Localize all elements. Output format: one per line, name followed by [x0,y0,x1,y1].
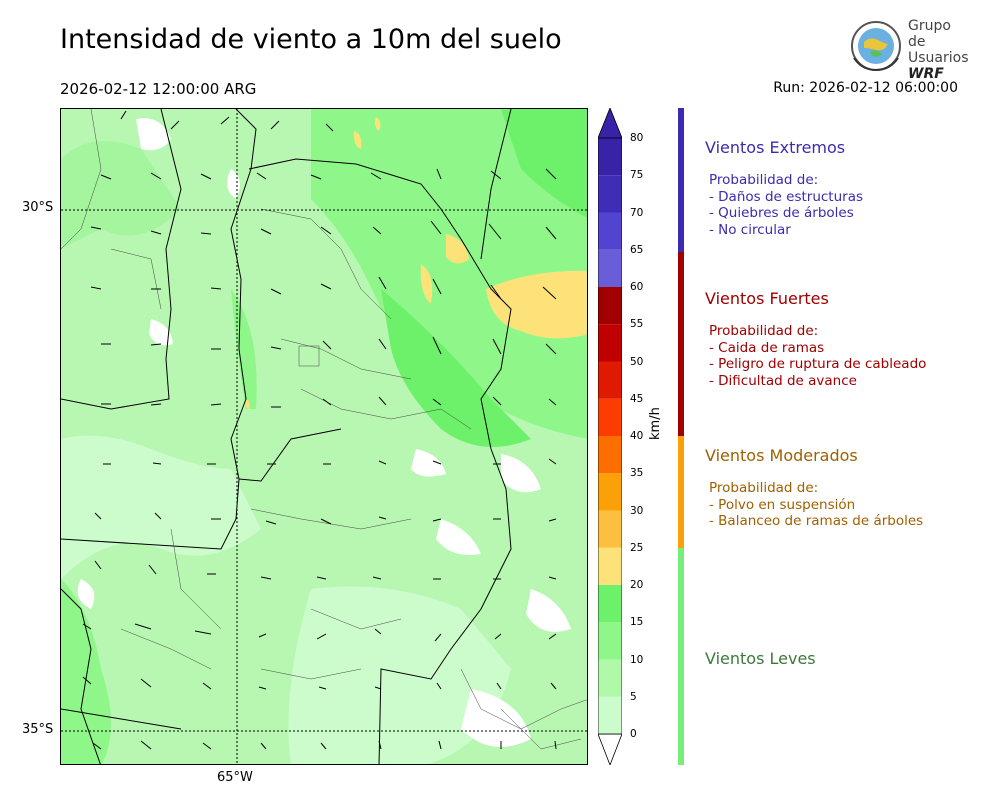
colorbar-segment [598,547,622,585]
colorbar-tick-label: 10 [630,653,644,666]
colorbar-tick-label: 70 [630,206,644,219]
legend-color-bar [678,252,684,436]
colorbar-tick-label: 80 [630,132,644,144]
logo-line2: Usuarios [908,50,969,66]
colorbar-segment [598,473,622,511]
colorbar-tick-label: 45 [630,392,644,405]
legend-body: Probabilidad de: - Daños de estructuras … [709,172,864,238]
logo-line1: Grupo de [908,18,951,50]
colorbar-segment [598,212,622,250]
colorbar-segment [598,324,622,362]
wind-map [60,108,588,765]
colorbar-segment [598,361,622,399]
lat-label-30s: 30°S [22,200,54,215]
legend-body: Probabilidad de: - Caida de ramas - Peli… [709,323,927,389]
valid-time: 2026-02-12 12:00:00 ARG [60,80,257,98]
colorbar-segment [598,398,622,436]
legend-color-bar [678,436,684,548]
colorbar-tick-label: 5 [630,690,637,703]
colorbar-segment [598,249,622,287]
colorbar-segment [598,436,622,474]
colorbar-tick-label: 0 [630,728,637,740]
legend-color-bar [678,108,684,252]
colorbar-segment [598,138,622,176]
colorbar-tick-label: 75 [630,169,644,182]
legend-title: Vientos Fuertes [705,289,829,308]
colorbar-tick-label: 30 [630,504,644,517]
legend-title: Vientos Leves [705,649,816,668]
globe-emblem-icon [851,21,901,72]
colorbar-tick-label: 60 [630,281,644,293]
logo-line3: WRF [908,66,944,82]
wrf-logo: Grupo de Usuarios WRF [848,18,969,82]
colorbar-extend-max [598,108,622,139]
legend-title: Vientos Moderados [705,446,858,465]
legend-title: Vientos Extremos [705,138,846,157]
lon-label-65w: 65°W [217,770,253,785]
colorbar-tick-label: 50 [630,355,644,368]
colorbar-segment [598,175,622,213]
page-title: Intensidad de viento a 10m del suelo [60,24,562,55]
run-time: Run: 2026-02-12 06:00:00 [773,80,958,96]
legend-body: Probabilidad de: - Polvo en suspensión -… [709,480,924,529]
colorbar-tick-label: 15 [630,616,644,629]
colorbar-segment [598,659,622,697]
legend-color-bar [678,548,684,765]
colorbar-unit: km/h [648,407,663,440]
colorbar-segment [598,510,622,548]
map-canvas [61,109,587,764]
colorbar-extend-min [598,733,622,765]
colorbar-segment [598,622,622,660]
colorbar-tick-label: 20 [630,579,644,591]
colorbar-tick-label: 65 [630,243,644,256]
colorbar-ticks: 0 5 10 15 20 25 30 35 40 45 50 55 60 65 70 75 80 [630,108,670,765]
colorbar-segment [598,585,622,623]
colorbar-segment [598,287,622,325]
colorbar-tick-label: 55 [630,318,644,331]
colorbar-tick-label: 25 [630,541,644,554]
colorbar-segment [598,696,622,734]
colorbar-tick-label: 35 [630,467,644,480]
lat-label-35s: 35°S [22,722,54,737]
colorbar-frame [598,137,622,735]
colorbar-tick-label: 40 [630,430,644,442]
colorbar [598,108,622,765]
